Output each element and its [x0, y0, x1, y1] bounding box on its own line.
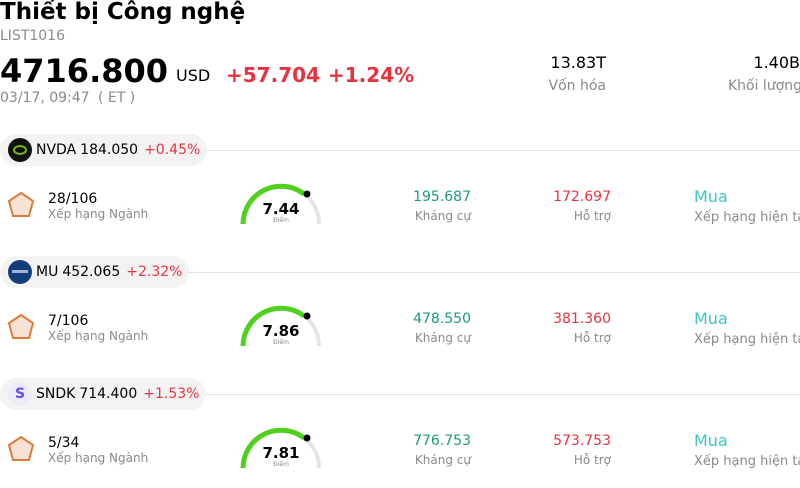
stock-change: +2.32% — [126, 264, 183, 280]
stat-value: 1.40B — [753, 53, 800, 72]
resistance-label: Kháng cự — [414, 331, 471, 345]
price: 4716.800 — [0, 52, 169, 90]
score-gauge — [240, 427, 321, 469]
stock-price: 714.400 — [79, 386, 138, 402]
rank-icon — [7, 435, 35, 461]
ticker: SNDK — [36, 386, 76, 402]
title: Thiết bị Công nghệ — [0, 0, 246, 25]
stock-chip[interactable]: MU 452.065 +2.32% — [0, 256, 190, 288]
stock-chip[interactable]: NVDA 184.050 +0.45% — [0, 134, 208, 166]
score: 7.86 — [262, 322, 300, 340]
support-label: Hỗ trợ — [573, 209, 611, 223]
rating-label: Xếp hạng hiện tại — [694, 210, 800, 225]
stock-change: +1.53% — [143, 386, 200, 402]
rank: 7/106 — [48, 313, 89, 329]
resistance: 195.687 — [413, 189, 471, 205]
score: 7.81 — [262, 444, 300, 462]
stock-price: 184.050 — [80, 142, 139, 158]
rating: Mua — [694, 309, 728, 328]
divider — [205, 394, 800, 395]
currency: USD — [176, 66, 211, 85]
change: +57.704 — [226, 63, 320, 87]
code: LIST1016 — [0, 28, 65, 44]
timezone: ( ET ) — [98, 90, 136, 106]
divider — [205, 150, 800, 151]
logo-text: S — [8, 382, 32, 406]
score-label: Điểm — [273, 461, 289, 468]
ticker: MU — [36, 264, 59, 280]
stat-label: Khối lượng — [727, 78, 800, 94]
score-label: Điểm — [273, 339, 289, 346]
support-label: Hỗ trợ — [573, 331, 611, 345]
rank: 28/106 — [48, 191, 98, 207]
rank-label: Xếp hạng Ngành — [48, 451, 149, 465]
rating: Mua — [694, 187, 728, 206]
rank-icon — [7, 313, 35, 339]
score: 7.44 — [262, 200, 300, 218]
support: 381.360 — [553, 311, 611, 327]
score-label: Điểm — [273, 217, 289, 224]
rank-label: Xếp hạng Ngành — [48, 329, 149, 343]
stat-value: 13.83T — [550, 53, 606, 72]
rank-label: Xếp hạng Ngành — [48, 207, 149, 221]
resistance-label: Kháng cự — [414, 209, 471, 223]
stock-chip[interactable]: S SNDK 714.400 +1.53% — [0, 378, 207, 410]
stat-label: Vốn hóa — [548, 78, 606, 94]
date: 03/17, 09:47 — [0, 90, 90, 106]
rating: Mua — [694, 431, 728, 450]
rank: 5/34 — [48, 435, 80, 451]
resistance-label: Kháng cự — [414, 453, 471, 467]
support-label: Hỗ trợ — [573, 453, 611, 467]
rank-icon — [7, 191, 35, 217]
stock-price: 452.065 — [62, 264, 121, 280]
resistance: 478.550 — [413, 311, 471, 327]
support: 573.753 — [553, 433, 611, 449]
rating-label: Xếp hạng hiện tại — [694, 332, 800, 347]
score-gauge — [240, 183, 321, 225]
divider — [188, 272, 800, 273]
support: 172.697 — [553, 189, 611, 205]
stock-change: +0.45% — [144, 142, 201, 158]
resistance: 776.753 — [413, 433, 471, 449]
change-pct: +1.24% — [328, 63, 415, 87]
score-gauge — [240, 305, 321, 347]
rating-label: Xếp hạng hiện tại — [694, 454, 800, 469]
ticker: NVDA — [36, 142, 77, 158]
